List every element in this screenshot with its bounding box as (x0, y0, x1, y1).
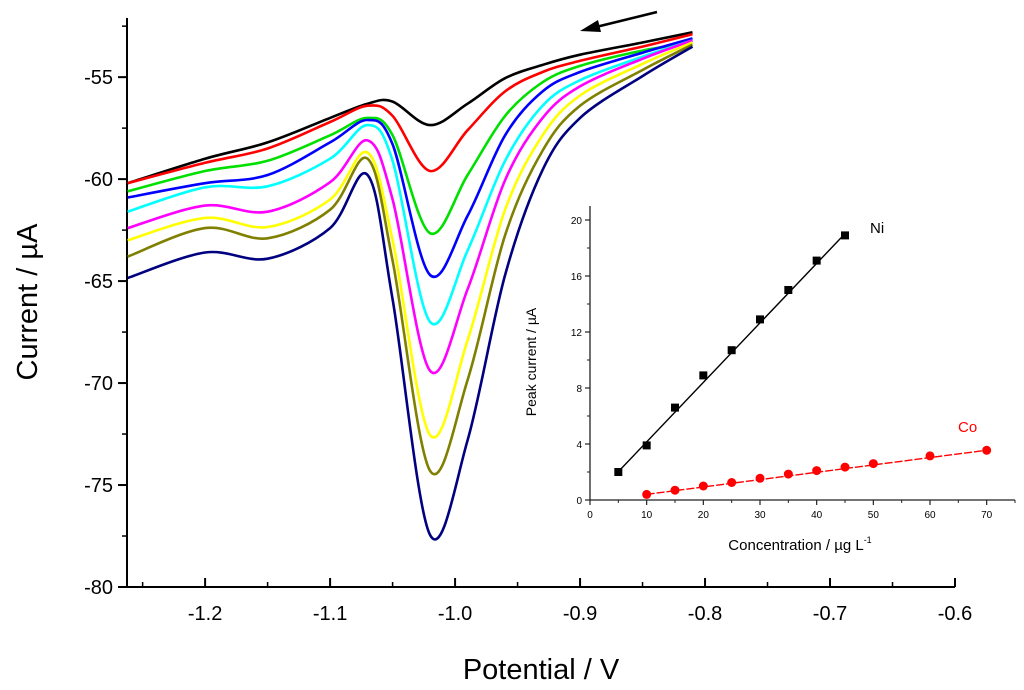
y-tick-label: -75 (84, 475, 113, 497)
inset-x-tick-label: 20 (698, 510, 710, 521)
series-line-red (127, 33, 693, 185)
inset-y-tick-label: 20 (571, 216, 583, 227)
y-tick-label: -65 (84, 271, 113, 293)
inset-y-tick-label: 0 (576, 496, 582, 507)
main-plot: -1.2 -1.1 -1.0 -0.9 -0.8 -0.7 -0.6 -55 -60 -65 -70… (84, 18, 972, 625)
inset-x-tick-label: 70 (981, 510, 993, 521)
data-point-co (670, 485, 680, 495)
inset-x-tick-label: 50 (868, 510, 880, 521)
series-line-blue (127, 37, 693, 279)
data-point-ni (699, 371, 708, 380)
data-point-co (868, 459, 878, 469)
series-line-green (127, 41, 693, 236)
data-point-ni (671, 403, 679, 412)
series-line-olive (127, 43, 694, 476)
data-point-co (727, 478, 737, 487)
x-tick-label: -0.6 (938, 603, 972, 625)
inset-x-tick-label: 60 (924, 510, 936, 521)
data-point-ni (841, 231, 849, 240)
data-point-co (840, 462, 850, 472)
y-tick-label: -60 (84, 169, 113, 191)
series-line-navy (127, 45, 694, 541)
series-line-magenta (127, 39, 693, 375)
data-point-co (698, 481, 708, 491)
data-point-co (642, 489, 652, 499)
x-tick-label: -1.0 (438, 603, 472, 625)
legend-label-ni: Ni (870, 220, 884, 237)
main-x-axis-title: Potential / V (463, 654, 620, 686)
data-point-ni (756, 315, 764, 324)
inset-x-axis-title-text: Concentration / µg L (728, 537, 863, 554)
inset-x-axis-title: Concentration / µg L-1 (728, 535, 871, 554)
y-tick-label: -55 (84, 67, 113, 89)
inset-x-tick-label: 10 (641, 510, 653, 521)
scan-direction-arrow (580, 10, 658, 32)
x-tick-label: -0.9 (563, 603, 597, 625)
series-line-black (127, 31, 693, 185)
data-point-ni (642, 441, 651, 450)
x-tick-label: -0.8 (688, 603, 722, 625)
inset-x-tick-label: 0 (587, 510, 593, 521)
inset-y-tick-label: 16 (571, 272, 583, 283)
y-tick-label: -80 (84, 577, 113, 599)
inset-x-axis-title-superscript: -1 (864, 535, 872, 545)
inset-y-tick-label: 8 (576, 384, 582, 395)
inset-y-tick-label: 12 (571, 328, 583, 339)
inset-y-tick-label: 4 (576, 440, 582, 451)
data-point-co (755, 473, 765, 483)
data-point-co (925, 451, 935, 461)
inset-x-tick-label: 30 (754, 510, 766, 521)
data-point-ni (614, 468, 623, 476)
data-point-ni (812, 256, 821, 265)
x-tick-label: -0.7 (813, 603, 847, 625)
main-y-axis-title: Current / µA (12, 223, 44, 381)
inset-plot: 0 10 20 30 40 50 60 70 0 4 8 12 16 20 (571, 206, 1016, 521)
legend-label-co: Co (958, 419, 977, 436)
x-tick-label: -1.2 (188, 603, 222, 625)
x-tick-label: -1.1 (313, 603, 347, 625)
data-point-co (812, 466, 822, 476)
data-point-ni (727, 346, 736, 355)
series-line-yellow (127, 41, 694, 439)
inset-x-tick-label: 40 (811, 510, 823, 521)
y-tick-label: -70 (84, 373, 113, 395)
series-line-cyan (127, 39, 693, 326)
data-point-co (982, 445, 992, 455)
data-point-ni (784, 286, 793, 294)
inset-y-axis-title: Peak current / µA (523, 307, 539, 416)
data-point-co (783, 469, 793, 479)
